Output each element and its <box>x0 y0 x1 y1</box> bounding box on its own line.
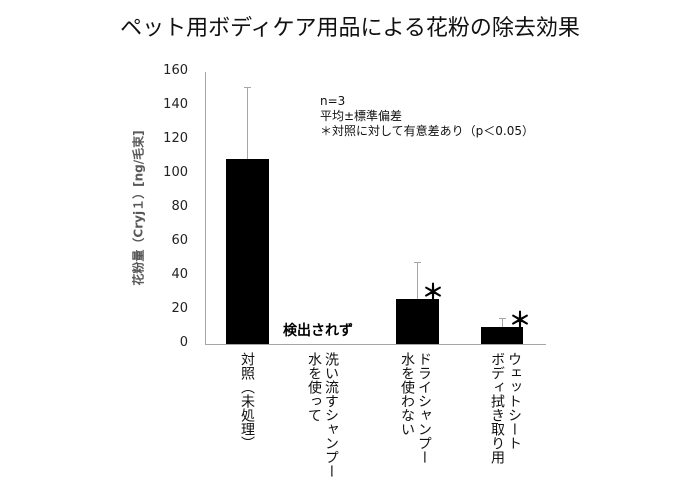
category-label-line: ドライシャンプー <box>416 352 432 464</box>
error-bar <box>247 87 248 159</box>
note-significance: ＊対照に対して有意差あり（p＜0.05） <box>320 124 534 138</box>
y-tick: 120 <box>163 131 188 146</box>
y-tick: 160 <box>163 63 188 78</box>
y-axis <box>205 72 206 344</box>
chart-title: ペット用ボディケア用品による花粉の除去効果 <box>120 16 580 41</box>
y-tick: 140 <box>163 97 188 112</box>
category-label-dry-shampoo: ドライシャンプー 水を使わない <box>398 352 432 464</box>
category-label-line: 洗い流すシャンプー <box>323 352 339 478</box>
y-tick: 60 <box>171 233 188 248</box>
y-tick: 20 <box>171 301 188 316</box>
category-label-wet-sheet: ウェットシート ボディ拭き取り用 <box>488 352 522 464</box>
bar-wet-sheet <box>481 327 523 344</box>
y-tick: 80 <box>171 199 188 214</box>
category-label-wash-shampoo: 洗い流すシャンプー 水を使って <box>305 352 339 478</box>
y-axis-label: 花粉量（Cryj１）[ng/毛束] <box>131 130 146 286</box>
chart-notes: n=3 平均±標準偏差 ＊対照に対して有意差あり（p＜0.05） <box>320 94 534 139</box>
note-sample-size: n=3 <box>320 94 346 108</box>
category-label-line: ウェットシート <box>506 352 522 450</box>
category-label-line: 水を使わない <box>399 352 415 436</box>
error-bar-cap <box>244 87 251 88</box>
category-label-line: 水を使って <box>306 352 322 422</box>
note-statistic: 平均±標準偏差 <box>320 109 403 123</box>
y-tick: 0 <box>179 335 188 350</box>
significance-star: ＊ <box>422 281 445 306</box>
category-label-control: 対照（未処理） <box>238 352 255 450</box>
error-bar-cap <box>414 262 421 263</box>
category-label-line: ボディ拭き取り用 <box>489 352 505 464</box>
category-label-line: 対照（未処理） <box>239 352 255 450</box>
bar-control <box>226 159 269 344</box>
error-bar-cap <box>499 318 506 319</box>
y-tick: 100 <box>163 165 188 180</box>
error-bar <box>502 318 503 327</box>
error-bar <box>417 262 418 299</box>
significance-star: ＊ <box>509 309 532 334</box>
x-axis <box>205 344 546 345</box>
not-detected-label: 検出されず <box>283 323 353 339</box>
y-tick: 40 <box>171 267 188 282</box>
bar-dry-shampoo <box>396 299 439 344</box>
